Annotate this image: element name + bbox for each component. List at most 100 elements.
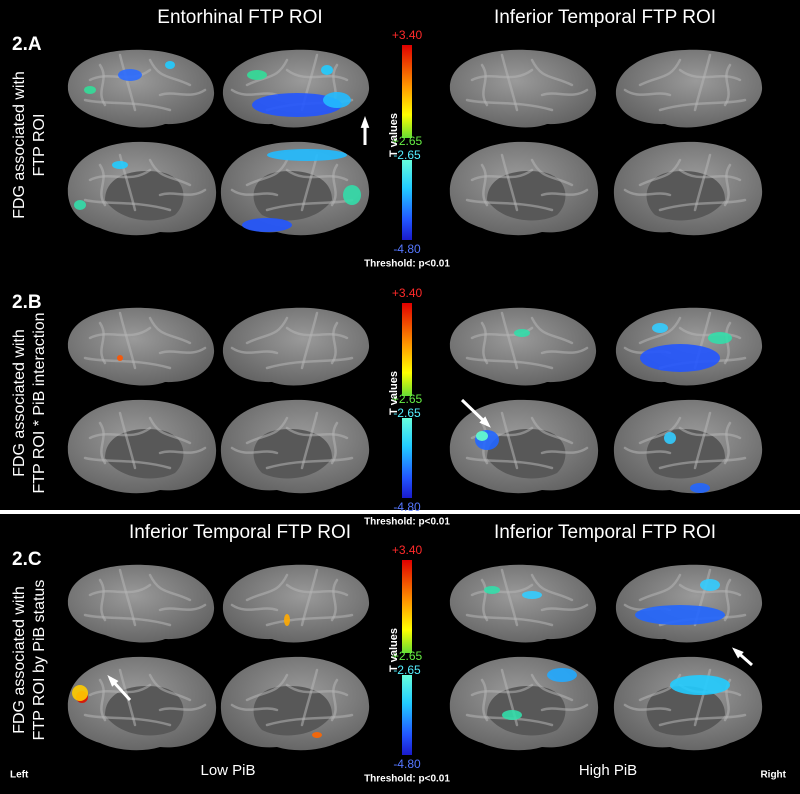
brain-lateral <box>615 49 763 128</box>
activation-cluster <box>247 70 267 80</box>
gyrus <box>623 88 672 97</box>
gyrus <box>480 321 489 365</box>
gyrus <box>540 703 589 712</box>
gyrus <box>300 668 319 727</box>
gyrus <box>465 456 554 470</box>
row-label-line: FDG associated with <box>11 586 28 734</box>
gyrus <box>693 411 712 470</box>
brain-lateral <box>615 307 763 386</box>
gyrus <box>265 613 354 627</box>
activation-cluster <box>635 605 725 625</box>
gyrus <box>623 446 672 455</box>
gyrus <box>330 321 339 365</box>
gyrus <box>245 316 289 345</box>
gyrus <box>465 613 554 627</box>
brain-surface <box>615 49 763 128</box>
brain-surface <box>449 307 597 386</box>
gyrus <box>158 446 207 455</box>
gyrus <box>148 673 192 702</box>
gyrus <box>230 188 279 197</box>
gyrus <box>530 58 574 87</box>
colorbar-axis-label: T values <box>388 628 400 672</box>
gyrus <box>723 63 732 107</box>
brain-medial <box>613 656 763 751</box>
gyrus <box>678 583 742 597</box>
colorbar-axis-label: T values <box>388 371 400 415</box>
gyrus <box>465 198 554 212</box>
group-label: High PiB <box>579 762 637 779</box>
gyrus <box>265 356 354 370</box>
gyrus <box>285 426 349 440</box>
brain-lateral <box>67 307 215 386</box>
gyrus <box>83 356 172 370</box>
gyrus <box>638 158 682 187</box>
gyrus <box>118 311 137 370</box>
gyrus <box>658 456 747 470</box>
activation-cluster <box>252 93 342 117</box>
gyrus <box>500 153 519 212</box>
activation-cluster <box>343 185 361 205</box>
panel-label: 2.C <box>12 549 42 570</box>
gyrus <box>500 53 519 112</box>
gyrus <box>480 578 489 622</box>
gyrus <box>83 198 172 212</box>
gyrus <box>98 321 107 365</box>
activation-cluster <box>84 86 96 94</box>
row-label-line: FTP ROI * PiB interaction <box>31 312 48 493</box>
gyrus <box>148 158 192 187</box>
gyrus <box>693 668 712 727</box>
gyrus <box>470 583 534 597</box>
activation-cluster <box>74 200 86 210</box>
gyrus <box>245 158 289 187</box>
brain-lateral <box>615 564 763 643</box>
gyrus <box>245 673 289 702</box>
gyrus <box>540 446 589 455</box>
row-label: FDG associated with FTP ROI <box>11 71 48 219</box>
threshold-note: Threshold: p<0.01 <box>364 774 450 785</box>
gyrus <box>693 153 712 212</box>
activation-cluster <box>690 483 710 493</box>
brain-medial <box>449 141 599 236</box>
gyrus <box>658 713 747 727</box>
brain-surface <box>67 564 215 643</box>
gyrus <box>638 416 682 445</box>
gyrus <box>330 163 339 207</box>
colorbar-min: -4.80 <box>393 757 421 771</box>
brain-medial <box>613 141 763 236</box>
gyrus <box>83 98 172 112</box>
activation-cluster <box>514 329 530 337</box>
gyrus <box>530 673 574 702</box>
column-header: Entorhinal FTP ROI <box>157 7 322 28</box>
gyrus <box>638 316 682 345</box>
activation-cluster <box>708 332 732 344</box>
gyrus <box>118 153 137 212</box>
gyrus <box>230 88 279 97</box>
column-header: Inferior Temporal FTP ROI <box>494 7 716 28</box>
gyrus <box>465 98 554 112</box>
gyrus <box>480 63 489 107</box>
gyrus <box>658 98 747 112</box>
gyrus <box>230 603 279 612</box>
brain-surface <box>449 49 597 128</box>
brain-medial <box>220 399 370 494</box>
gyrus <box>88 326 152 340</box>
gyrus <box>330 678 339 722</box>
gyrus <box>300 411 319 470</box>
gyrus <box>148 416 192 445</box>
gyrus <box>285 683 349 697</box>
gyrus <box>300 568 319 627</box>
gyrus <box>723 421 732 465</box>
gyrus <box>638 58 682 87</box>
gyrus <box>285 168 349 182</box>
gyrus <box>530 158 574 187</box>
activation-cluster <box>547 668 577 682</box>
row-label-line: FTP ROI by PiB status <box>31 580 48 741</box>
gyrus <box>118 53 137 112</box>
activation-cluster <box>522 591 542 599</box>
gyrus <box>500 568 519 627</box>
gyrus <box>540 346 589 355</box>
gyrus <box>285 326 349 340</box>
activation-cluster <box>670 675 730 695</box>
arrow-head <box>479 416 491 428</box>
